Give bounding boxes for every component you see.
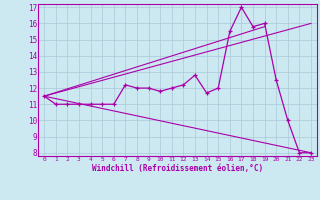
X-axis label: Windchill (Refroidissement éolien,°C): Windchill (Refroidissement éolien,°C) [92, 164, 263, 173]
